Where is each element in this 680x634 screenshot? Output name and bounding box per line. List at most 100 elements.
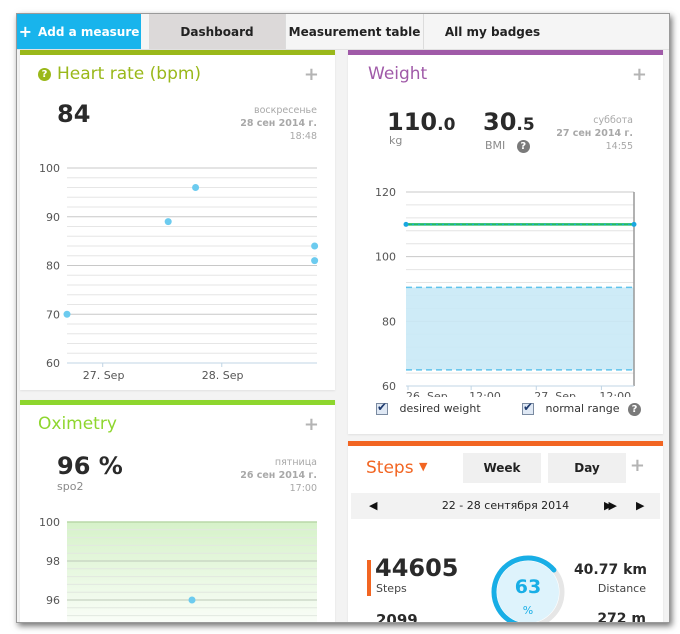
heart-rate-date-text: 28 сен 2014 г. [240,118,317,129]
week-button[interactable]: Week [463,453,541,483]
ring-progress [491,555,557,622]
tab-all-my-badges[interactable]: All my badges [444,24,541,39]
steps-title: Steps [366,458,414,478]
weight-time: 14:55 [605,141,633,152]
weight-card: Weight + 110.0 kg 30.5 BMI ? суббота 27 … [348,50,663,434]
oximetry-day: пятница [274,457,317,468]
data-point [63,310,71,318]
x-tick-label: 26. Sep [406,390,448,397]
heart-rate-title-text: Heart rate (bpm) [57,64,202,84]
oximetry-time: 17:00 [289,483,317,494]
heart-rate-title: ? Heart rate (bpm) [38,64,201,84]
prev-icon[interactable]: ◀ [369,499,378,512]
y-tick-label: 96 [46,594,60,607]
y-tick-label: 100 [39,516,60,529]
weight-date: суббота 27 сен 2014 г. 14:55 [556,114,633,153]
normal-range-checkbox[interactable] [522,400,534,415]
bmi-label-text: BMI [485,139,506,152]
day-button[interactable]: Day [548,453,626,483]
add-oximetry-icon[interactable]: + [303,414,319,435]
oximetry-value: 96 % [57,452,123,480]
heart-rate-value: 84 [57,100,91,128]
desired-weight-label: desired weight [399,402,481,415]
y-tick-label: 100 [375,251,396,264]
oximetry-date: пятница 26 сен 2014 г. 17:00 [240,456,317,495]
normal-range-band [406,287,634,370]
data-point [164,218,172,226]
data-point [403,221,409,227]
tab-dashboard[interactable]: Dashboard [149,14,286,49]
fast-forward-icon[interactable]: ▶▶ [604,499,617,512]
heart-rate-time: 18:48 [289,131,317,142]
bmi-value: 30.5 [483,108,535,136]
y-tick-label: 80 [46,260,60,273]
bmi-help-icon[interactable]: ? [516,140,530,153]
weight-stripe [348,50,663,55]
data-point [631,221,637,227]
normal-band [67,522,317,622]
weight-dec: .0 [437,115,456,135]
normal-range-toggle[interactable]: normal range [522,400,620,415]
normal-range-label: normal range [545,402,620,415]
steps-card: Steps ▼ Week Day + ◀ 22 - 28 сентября 20… [348,441,663,623]
x-tick-label: 28. Sep [202,369,244,382]
weight-date-text: 27 сен 2014 г. [556,128,633,139]
heart-rate-stripe [20,50,335,55]
add-measure-button[interactable]: + Add a measure [17,14,141,49]
help-icon[interactable]: ? [38,68,51,81]
steps-marker [367,560,371,596]
weight-value: 110.0 [387,108,455,136]
add-steps-icon[interactable]: + [629,455,645,476]
ring-fill [497,561,559,622]
add-weight-icon[interactable]: + [631,64,647,85]
steps-percent-sign: % [522,604,534,617]
bmi-int: 30 [483,108,517,136]
steps-count: 44605 [375,554,459,582]
steps-stripe [348,441,663,446]
weight-title: Weight [368,64,428,84]
heart-rate-day: воскресенье [254,105,317,116]
x-tick-label: 12:00 [469,390,501,397]
top-navigation: + Add a measure Dashboard Measurement ta… [17,14,669,50]
weight-day: суббота [593,115,633,126]
x-tick-label: 12:00 [599,390,631,397]
oximetry-title: Oximetry [38,414,117,434]
add-measure-label: Add a measure [38,24,140,39]
steps-secondary: 2099 [376,611,418,623]
steps-percent: 63 [514,576,542,598]
date-range: 22 - 28 сентября 2014 [441,499,570,512]
steps-dropdown[interactable]: Steps ▼ [366,458,427,478]
heart-rate-chart: 60 70 80 90 100 27. Sep 28. Sep [39,162,319,382]
heart-rate-card: ? Heart rate (bpm) + 84 воскресенье 28 се… [20,50,335,390]
desired-weight-toggle[interactable]: desired weight [376,400,481,415]
y-tick-label: 100 [39,162,60,175]
app-window: + Add a measure Dashboard Measurement ta… [16,13,670,623]
oximetry-date-text: 26 сен 2014 г. [240,470,317,481]
steps-goal-ring [491,555,565,622]
date-navigator: ◀ 22 - 28 сентября 2014 ▶▶ ▶ [351,493,660,519]
data-point [192,184,200,191]
heart-rate-date: воскресенье 28 сен 2014 г. 18:48 [240,104,317,143]
weight-unit: kg [389,134,403,147]
steps-count-label: Steps [376,582,407,595]
distance-label: Distance [597,582,646,595]
range-help-icon[interactable]: ? [628,403,641,416]
weight-chart: 60 80 100 120 26. Sep 12:00 27. Sep 12:00 [375,186,637,397]
bmi-dec: .5 [516,115,535,135]
y-tick-label: 60 [382,380,396,393]
add-heart-rate-icon[interactable]: + [303,64,319,85]
y-tick-label: 80 [382,315,396,328]
distance-value: 40.77 km [573,562,647,578]
y-tick-label: 90 [46,211,60,224]
plus-icon: + [18,21,32,41]
oximetry-stripe [20,400,335,405]
y-tick-label: 60 [46,357,60,370]
next-icon[interactable]: ▶ [636,499,645,512]
data-point [311,257,319,265]
desired-weight-checkbox[interactable] [376,400,388,415]
tab-measurement-table[interactable]: Measurement table [286,14,424,49]
oximetry-chart: 96 98 100 [39,516,317,622]
weight-int: 110 [387,108,438,136]
data-point [311,242,319,250]
elevation-value: 272 m [597,611,646,623]
